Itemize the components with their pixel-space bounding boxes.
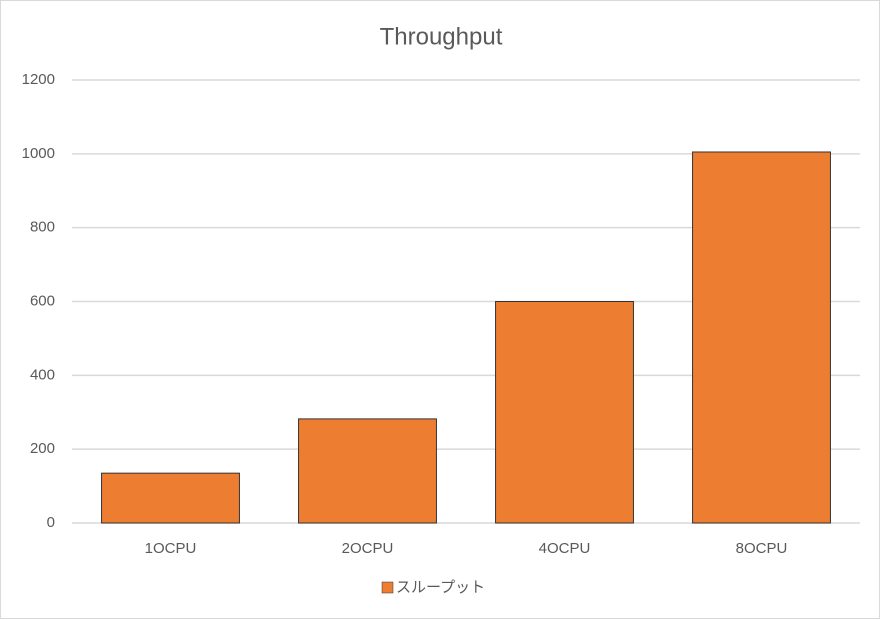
y-tick-label: 800 [30,219,55,236]
bar [692,151,831,524]
x-tick-label: 4OCPU [539,540,591,557]
bar [298,418,437,524]
y-tick-label: 200 [30,440,55,457]
legend-label: スループット [396,579,485,596]
y-tick-label: 1200 [22,71,55,88]
legend-swatch [381,581,394,594]
x-tick-label: 2OCPU [342,540,394,557]
chart-title: Throughput [380,23,503,50]
y-tick-label: 400 [30,366,55,383]
x-tick-label: 8OCPU [736,540,788,557]
x-tick-label: 1OCPU [145,540,197,557]
bar [101,472,240,524]
bar [495,301,634,524]
y-tick-label: 1000 [22,145,55,162]
y-tick-label: 600 [30,292,55,309]
y-tick-label: 0 [47,514,55,531]
